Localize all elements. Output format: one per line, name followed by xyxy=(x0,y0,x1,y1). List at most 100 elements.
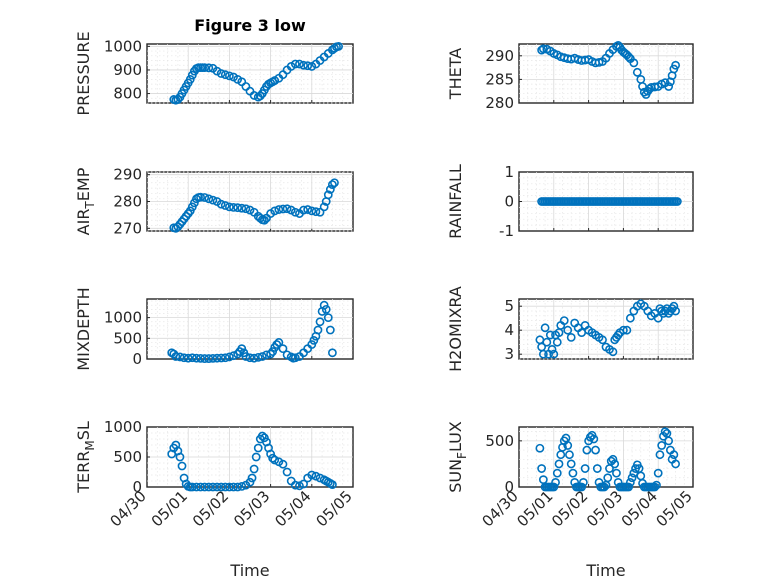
data-point xyxy=(629,58,639,68)
data-point xyxy=(173,95,183,104)
data-point xyxy=(208,195,218,205)
x-tick-label: 05/02 xyxy=(189,487,232,530)
data-point xyxy=(192,482,201,492)
data-point xyxy=(598,335,607,345)
data-point xyxy=(563,441,573,450)
data-point xyxy=(224,482,234,492)
subplot-pressure: 800 900 1000 PRESSURE Figure 3 low xyxy=(74,16,354,116)
data-point xyxy=(282,204,292,214)
data-point xyxy=(196,192,205,202)
subplot-rainfall: -1 0 1 RAINFALL xyxy=(446,163,694,240)
y-axis-label: H2OMIXRA xyxy=(446,286,465,372)
y-axis-label-subscript: F xyxy=(455,452,469,459)
series-points xyxy=(535,427,680,492)
data-point xyxy=(266,349,275,359)
y-axis-label-subscript: T xyxy=(83,201,97,210)
data-point xyxy=(212,482,222,492)
data-point xyxy=(552,468,562,478)
data-point xyxy=(603,473,613,483)
y-axis-label: THETA xyxy=(446,48,465,100)
data-point xyxy=(249,353,259,363)
data-point xyxy=(599,482,609,492)
y-tick-label: 290 xyxy=(485,47,514,65)
data-point xyxy=(299,205,308,215)
y-axis-label: AIRTEMP xyxy=(74,167,97,235)
x-tick-label: 05/03 xyxy=(583,487,626,530)
data-point xyxy=(551,477,560,487)
data-point xyxy=(290,353,300,363)
x-tick-label: 05/05 xyxy=(653,487,696,530)
data-point xyxy=(183,353,193,363)
data-point xyxy=(669,450,679,460)
data-point xyxy=(216,199,226,209)
series-points xyxy=(167,300,337,363)
data-point xyxy=(268,347,278,356)
data-point xyxy=(323,190,333,200)
data-point xyxy=(323,313,333,323)
data-point xyxy=(589,434,599,444)
data-point xyxy=(549,349,559,359)
data-point xyxy=(537,464,547,473)
series-points xyxy=(169,41,343,105)
data-point xyxy=(580,464,590,473)
x-axis-label: Time xyxy=(585,561,625,580)
y-tick-label: 290 xyxy=(113,166,142,184)
x-axis-label: Time xyxy=(229,561,269,580)
data-point xyxy=(257,431,267,441)
data-point xyxy=(270,455,280,465)
data-point xyxy=(220,201,230,210)
data-point xyxy=(559,316,569,325)
data-point xyxy=(295,59,304,69)
data-point xyxy=(251,452,261,462)
data-point xyxy=(245,353,255,363)
data-point xyxy=(266,449,275,459)
data-point xyxy=(299,479,308,489)
data-point xyxy=(610,459,620,469)
axes-frame xyxy=(518,426,694,488)
x-tick-label: 05/03 xyxy=(230,487,273,530)
data-point xyxy=(303,205,313,214)
data-point xyxy=(216,353,226,363)
data-point xyxy=(592,464,602,473)
data-point xyxy=(566,332,576,342)
y-tick-label: 800 xyxy=(113,85,142,103)
subplot-air_temp: 270 280 290 AIRTEMP xyxy=(74,166,354,237)
y-tick-label: 1000 xyxy=(104,309,142,327)
data-point xyxy=(669,301,679,311)
data-point xyxy=(260,433,269,443)
data-point xyxy=(577,482,587,492)
data-point xyxy=(220,70,230,80)
data-point xyxy=(671,459,680,469)
y-tick-label: 1 xyxy=(504,163,514,181)
data-point xyxy=(247,473,257,483)
data-point xyxy=(204,194,214,204)
data-point xyxy=(660,427,670,437)
series-points xyxy=(169,178,339,233)
data-point xyxy=(327,480,337,489)
data-point xyxy=(537,45,547,55)
data-point xyxy=(216,482,226,492)
data-point xyxy=(290,480,300,490)
data-point xyxy=(241,352,251,361)
data-point xyxy=(200,63,210,72)
data-point xyxy=(582,445,592,455)
data-point xyxy=(313,325,323,335)
data-point xyxy=(303,61,313,71)
data-point xyxy=(652,480,661,490)
data-point xyxy=(278,344,288,354)
data-point xyxy=(196,353,205,363)
data-point xyxy=(233,203,243,213)
data-point xyxy=(224,352,234,362)
series-points xyxy=(537,41,680,99)
data-point xyxy=(578,477,588,487)
data-point xyxy=(325,185,335,194)
data-point xyxy=(299,60,308,70)
y-axis-label-main: H2OMIXRA xyxy=(446,286,465,372)
data-point xyxy=(307,470,317,480)
data-point xyxy=(542,337,552,347)
data-point xyxy=(260,215,269,225)
data-point xyxy=(200,354,210,363)
data-point xyxy=(625,477,635,487)
